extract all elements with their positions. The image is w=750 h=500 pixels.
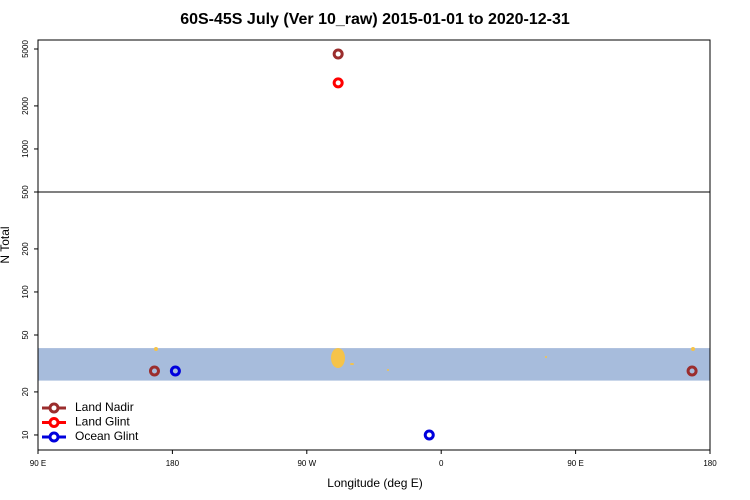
point	[148, 365, 160, 377]
y-tick-label: 1000	[21, 140, 30, 158]
y-tick-label: 2000	[21, 96, 30, 114]
band	[38, 348, 710, 381]
point	[686, 365, 698, 377]
legend-label: Ocean Glint	[75, 429, 139, 443]
y-tick-label: 50	[21, 330, 30, 339]
legend-label: Land Nadir	[75, 400, 134, 414]
x-tick-label: 180	[166, 459, 180, 468]
point	[332, 77, 344, 89]
chart-title: 60S-45S July (Ver 10_raw) 2015-01-01 to …	[180, 11, 570, 28]
land-shape	[350, 363, 354, 365]
point	[332, 48, 344, 60]
x-tick-label: 0	[439, 459, 444, 468]
y-tick-label: 200	[21, 242, 30, 256]
point	[423, 429, 435, 441]
x-tick-label: 90 E	[567, 459, 583, 468]
land-shape	[154, 347, 158, 351]
legend-marker	[48, 402, 60, 414]
x-tick-label: 90 W	[297, 459, 316, 468]
legend-marker	[48, 417, 60, 428]
y-tick-label: 100	[21, 285, 30, 299]
plot-frame	[37, 39, 711, 451]
y-tick-label: 10	[21, 430, 30, 439]
x-tick-label: 90 E	[30, 459, 46, 468]
y-tick-label: 5000	[21, 40, 30, 58]
legend-label: Land Glint	[75, 415, 130, 429]
y-axis-label: N Total	[0, 226, 12, 263]
land-shape	[545, 356, 547, 358]
land-shape	[387, 369, 389, 371]
y-tick-label: 20	[21, 387, 30, 396]
point	[169, 365, 181, 377]
x-axis-label: Longitude (deg E)	[327, 476, 422, 490]
legend-marker	[48, 431, 60, 443]
land-shape	[691, 347, 695, 351]
x-tick-label: 180	[703, 459, 717, 468]
land-shape	[331, 348, 345, 368]
y-tick-label: 500	[21, 185, 30, 199]
